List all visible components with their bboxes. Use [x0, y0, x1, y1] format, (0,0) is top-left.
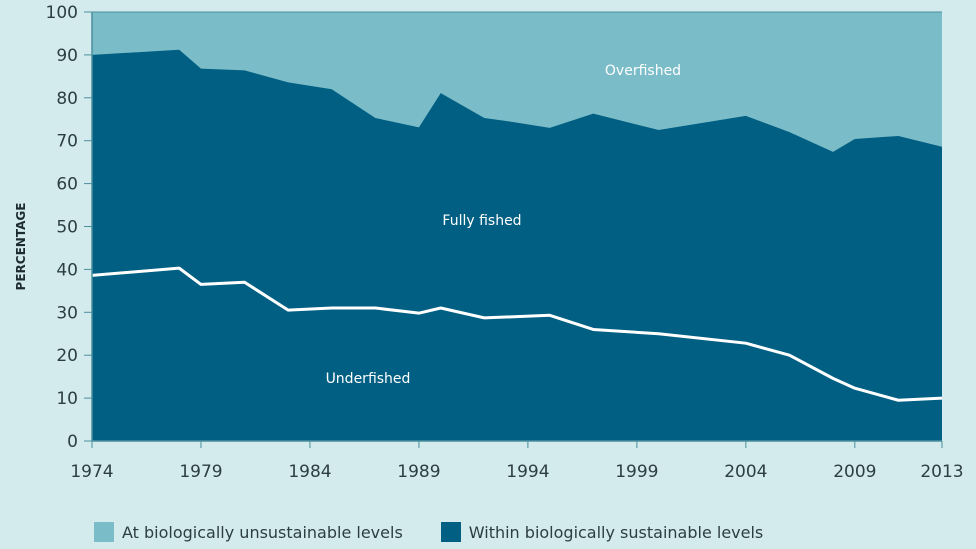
annotation-overfished: Overfished [605, 63, 681, 79]
annotation-underfished: Underfished [326, 371, 411, 387]
x-tick-label: 2013 [920, 462, 963, 482]
legend-label-unsustainable: At biologically unsustainable levels [122, 522, 403, 542]
x-tick-label: 1984 [288, 462, 331, 482]
y-tick-label: 40 [56, 260, 78, 280]
y-tick-label: 50 [56, 218, 78, 238]
y-tick-label: 60 [56, 175, 78, 195]
legend-swatch-sustainable [440, 522, 461, 542]
x-tick-label: 2004 [724, 462, 767, 482]
x-tick-label: 2009 [833, 462, 876, 482]
y-tick-label: 80 [56, 89, 78, 109]
y-tick-label: 100 [46, 3, 78, 23]
y-axis-label: PERCENTAGE [14, 203, 28, 291]
y-tick-label: 10 [56, 389, 78, 409]
x-tick-label: 1994 [506, 462, 549, 482]
x-tick-label: 1974 [70, 462, 113, 482]
x-tick-label: 1989 [397, 462, 440, 482]
y-tick-label: 20 [56, 346, 78, 366]
y-tick-label: 70 [56, 132, 78, 152]
legend-item-sustainable: Within biologically sustainable levels [440, 522, 764, 542]
legend: At biologically unsustainable levels Wit… [94, 522, 763, 542]
x-tick-label: 1999 [615, 462, 658, 482]
legend-item-unsustainable: At biologically unsustainable levels [94, 522, 403, 542]
annotation-fully-fished: Fully fished [442, 213, 521, 229]
x-tick-label: 1979 [179, 462, 222, 482]
y-tick-label: 0 [67, 432, 78, 452]
y-tick-label: 90 [56, 46, 78, 66]
legend-label-sustainable: Within biologically sustainable levels [468, 522, 764, 542]
legend-swatch-unsustainable [94, 522, 114, 542]
underfished-line [91, 266, 943, 402]
area-sustainable [92, 49, 942, 441]
y-tick-label: 30 [56, 303, 78, 323]
